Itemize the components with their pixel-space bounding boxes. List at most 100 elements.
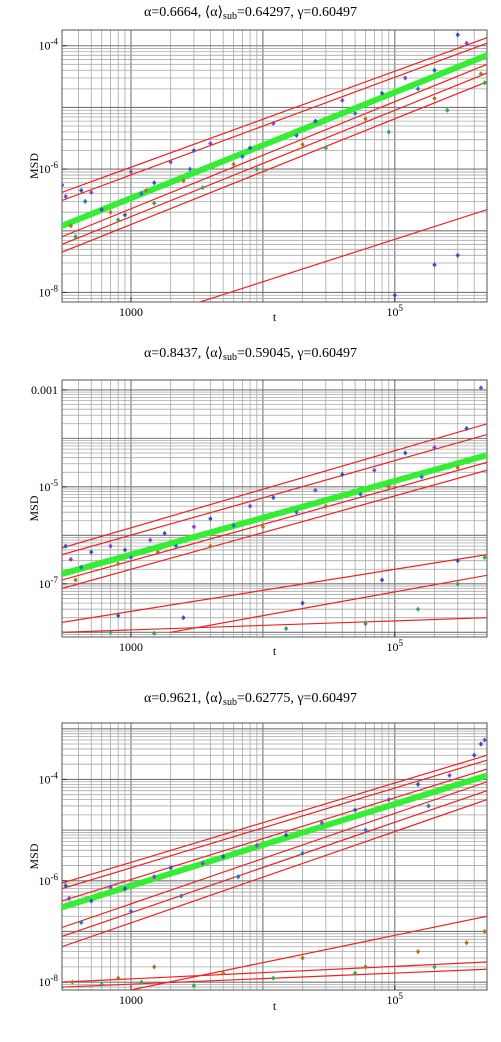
x-axis-label: t (273, 644, 277, 658)
data-point (482, 80, 487, 86)
ensemble-fit-line (62, 52, 487, 229)
grid (62, 723, 487, 990)
y-axis-label: MSD (27, 153, 41, 179)
y-tick-label: 10-4 (39, 770, 59, 786)
msd-plot-3: 1000 105 10-8 10-6 10-4 t MSD (27, 722, 488, 1013)
plot-frame (61, 29, 488, 303)
x-tick-label: 1000 (119, 993, 143, 1007)
axis-ticks: 1000 105 10-8 10-6 10-4 (39, 37, 404, 319)
y-tick-label: 10-6 (39, 160, 59, 176)
x-tick-label: 1000 (119, 305, 143, 319)
data-point (122, 886, 128, 892)
fit-line (62, 790, 487, 937)
data-point (419, 474, 424, 480)
data-point (62, 182, 65, 188)
x-tick-label: 105 (387, 303, 404, 319)
data-point (115, 975, 121, 981)
data-point (455, 581, 460, 587)
y-axis-label: MSD (27, 495, 41, 521)
data-point (379, 90, 385, 96)
data-point (300, 141, 305, 148)
fit-line (62, 81, 487, 253)
x-axis-label: t (273, 310, 277, 324)
data-point (283, 625, 289, 632)
data-point (313, 487, 318, 493)
data-point (247, 145, 253, 151)
data-point (115, 561, 121, 567)
y-tick-label: 10-5 (39, 478, 59, 494)
data-point (220, 970, 226, 976)
fit-line (62, 781, 487, 929)
msd-panel-1: α=0.6664, ⟨α⟩sub=0.64297, γ=0.60497 1000… (0, 0, 501, 345)
fit-line (62, 469, 487, 590)
data-point (472, 752, 477, 758)
data-point (200, 185, 205, 191)
data-point (66, 895, 72, 901)
fit-line (62, 799, 487, 948)
data-point (363, 964, 368, 970)
data-point (478, 741, 484, 747)
ensemble-fit-line (62, 772, 487, 911)
data-point (455, 252, 460, 258)
data-point (478, 71, 484, 77)
data-point (240, 153, 245, 160)
y-tick-label: 10-8 (39, 973, 59, 989)
data-point (271, 975, 276, 981)
x-tick-label: 1000 (119, 640, 143, 654)
data-point (62, 984, 65, 990)
fit-line (62, 433, 487, 556)
data-point (363, 827, 368, 833)
data-point (128, 169, 134, 175)
data-point (294, 509, 299, 515)
data-point (432, 262, 437, 268)
x-tick-label: 105 (387, 638, 404, 654)
data-point (152, 964, 157, 970)
x-axis-label: t (273, 999, 277, 1013)
fit-line (170, 574, 487, 633)
data-point (231, 522, 236, 529)
data-point (464, 40, 469, 46)
data-point (479, 25, 483, 30)
data-point (208, 140, 213, 147)
data-point (168, 159, 173, 165)
y-axis-label: MSD (27, 843, 41, 869)
fit-line (62, 617, 487, 633)
fit-line (62, 63, 487, 238)
y-tick-label: 10-4 (39, 37, 59, 53)
y-tick-label: 10-8 (39, 283, 59, 299)
plot-content (62, 385, 487, 636)
msd-plot-2: 1000 105 10-7 10-5 0.001 t MSD (27, 379, 488, 658)
data-point (178, 893, 184, 899)
data-point (108, 209, 113, 215)
msd-panel-2: α=0.8437, ⟨α⟩sub=0.59045, γ=0.60497 1000… (0, 345, 501, 690)
data-point (68, 223, 74, 229)
data-point (403, 75, 408, 81)
data-point (89, 189, 94, 195)
data-point (99, 207, 104, 213)
fit-line (198, 209, 487, 302)
data-point (73, 577, 78, 583)
data-point (152, 200, 157, 206)
panel-title-2: α=0.8437, ⟨α⟩sub=0.59045, γ=0.60497 (144, 346, 357, 363)
data-point (254, 166, 260, 172)
data-point (283, 832, 289, 838)
fit-line (62, 37, 487, 193)
ensemble-fit-line (62, 452, 487, 577)
plot-frame (61, 379, 488, 638)
fit-line (130, 915, 487, 990)
plot-content (62, 25, 487, 302)
data-point (115, 217, 121, 223)
fit-line (62, 423, 487, 549)
data-point (108, 629, 113, 635)
data-point (392, 292, 397, 298)
data-point (415, 781, 421, 787)
msd-panel-3: α=0.9621, ⟨α⟩sub=0.62775, γ=0.60497 1000… (0, 690, 501, 1042)
fit-line (62, 72, 487, 246)
msd-plot-1: 1000 105 10-8 10-6 10-4 t MSD (27, 25, 488, 324)
data-point (139, 191, 144, 197)
data-point (247, 503, 253, 509)
data-point (108, 543, 113, 549)
data-point (455, 32, 460, 38)
data-point (432, 67, 437, 73)
data-point (260, 524, 266, 530)
